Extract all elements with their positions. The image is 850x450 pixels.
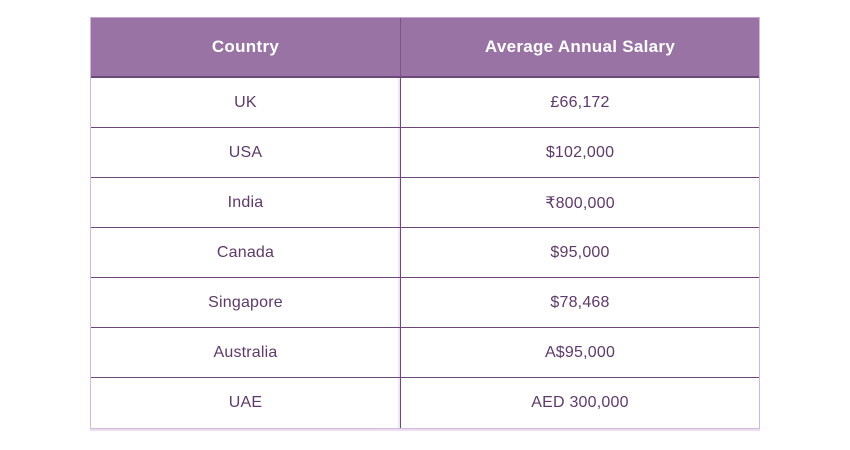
country-cell: USA xyxy=(91,128,401,178)
salary-value: AED 300,000 xyxy=(531,394,629,411)
salary-value: A$95,000 xyxy=(544,343,616,361)
table-row: USA $102,000 xyxy=(91,128,759,178)
salary-cell: $102,000 xyxy=(401,128,759,178)
salary-value: £66,172 xyxy=(550,93,610,111)
table-row: UAE AED 300,000 xyxy=(91,378,759,428)
table-row: UK £66,172 xyxy=(91,78,759,128)
salary-cell: £66,172 xyxy=(401,78,759,128)
country-value: USA xyxy=(228,143,263,161)
salary-value: $78,468 xyxy=(550,293,610,311)
country-cell: Canada xyxy=(91,228,401,278)
table-row: India ₹800,000 xyxy=(91,178,759,228)
salary-value: ₹800,000 xyxy=(545,194,615,212)
country-cell: UK xyxy=(91,78,401,128)
salary-value: $95,000 xyxy=(550,243,610,261)
salary-value: $102,000 xyxy=(545,143,615,161)
table-row: Singapore $78,468 xyxy=(91,278,759,328)
salary-table: Country Average Annual Salary UK £66,172… xyxy=(90,17,760,429)
table-row: Australia A$95,000 xyxy=(91,328,759,378)
header-label-country: Country xyxy=(211,37,280,56)
header-cell-country: Country xyxy=(91,18,401,78)
salary-cell: A$95,000 xyxy=(401,328,759,378)
country-value: Singapore xyxy=(208,293,283,311)
country-value: UAE xyxy=(228,394,263,411)
country-value: India xyxy=(227,193,264,211)
salary-cell: $95,000 xyxy=(401,228,759,278)
country-cell: India xyxy=(91,178,401,228)
salary-cell: $78,468 xyxy=(401,278,759,328)
header-label-salary: Average Annual Salary xyxy=(484,37,676,56)
country-value: UK xyxy=(234,93,257,111)
country-value: Canada xyxy=(216,243,275,261)
country-value: Australia xyxy=(213,343,278,361)
country-cell: UAE xyxy=(91,378,401,428)
salary-cell: AED 300,000 xyxy=(401,378,759,428)
header-cell-salary: Average Annual Salary xyxy=(401,18,759,78)
table-header-row: Country Average Annual Salary xyxy=(91,18,759,78)
salary-cell: ₹800,000 xyxy=(401,178,759,228)
country-cell: Singapore xyxy=(91,278,401,328)
country-cell: Australia xyxy=(91,328,401,378)
table-row: Canada $95,000 xyxy=(91,228,759,278)
